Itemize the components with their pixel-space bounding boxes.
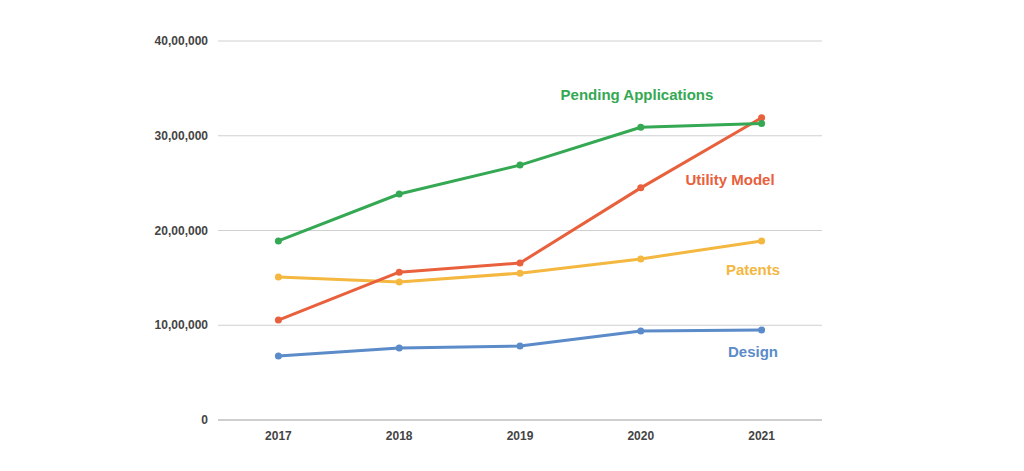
series-marker	[396, 344, 403, 351]
chart: 0 10,00,000 20,00,000 30,00,000 40,00,000 201…	[0, 0, 1024, 471]
y-tick-label: 0	[201, 413, 208, 427]
series-label: Patents	[726, 261, 780, 278]
series-marker	[637, 327, 644, 334]
series-label: Utility Model	[685, 171, 774, 188]
grid-line	[218, 41, 822, 42]
series-marker	[275, 353, 282, 360]
series-marker	[275, 237, 282, 244]
series-marker	[275, 273, 282, 280]
series-marker	[517, 270, 524, 277]
series-marker	[396, 191, 403, 198]
grid-line	[218, 325, 822, 326]
series-marker	[637, 184, 644, 191]
series-marker	[396, 269, 403, 276]
series-marker	[517, 343, 524, 350]
series-marker	[637, 124, 644, 131]
y-tick-label: 10,00,000	[155, 318, 209, 332]
series-label: Pending Applications	[561, 86, 714, 103]
series-marker	[637, 255, 644, 262]
x-tick-label: 2021	[748, 429, 775, 443]
x-tick-label: 2018	[386, 429, 413, 443]
y-tick-label: 40,00,000	[155, 34, 209, 48]
series-marker	[275, 317, 282, 324]
series-label: Design	[728, 343, 778, 360]
x-tick-label: 2019	[507, 429, 534, 443]
series-marker	[758, 237, 765, 244]
plot-area	[275, 114, 765, 359]
y-tick-label: 20,00,000	[155, 224, 209, 238]
series-line	[278, 241, 761, 282]
series-labels: Pending Applications Utility Model Patents…	[561, 86, 780, 360]
series-line	[278, 118, 761, 320]
series-line	[278, 330, 761, 356]
x-tick-label: 2020	[627, 429, 654, 443]
series-marker	[517, 259, 524, 266]
x-tick-label: 2017	[265, 429, 292, 443]
x-axis: 2017 2018 2019 2020 2021	[265, 429, 775, 443]
grid-line	[218, 420, 822, 421]
series-marker	[758, 120, 765, 127]
series-marker	[396, 279, 403, 286]
y-axis: 0 10,00,000 20,00,000 30,00,000 40,00,000	[155, 34, 822, 427]
series-marker	[517, 162, 524, 169]
series-marker	[758, 326, 765, 333]
y-tick-label: 30,00,000	[155, 129, 209, 143]
